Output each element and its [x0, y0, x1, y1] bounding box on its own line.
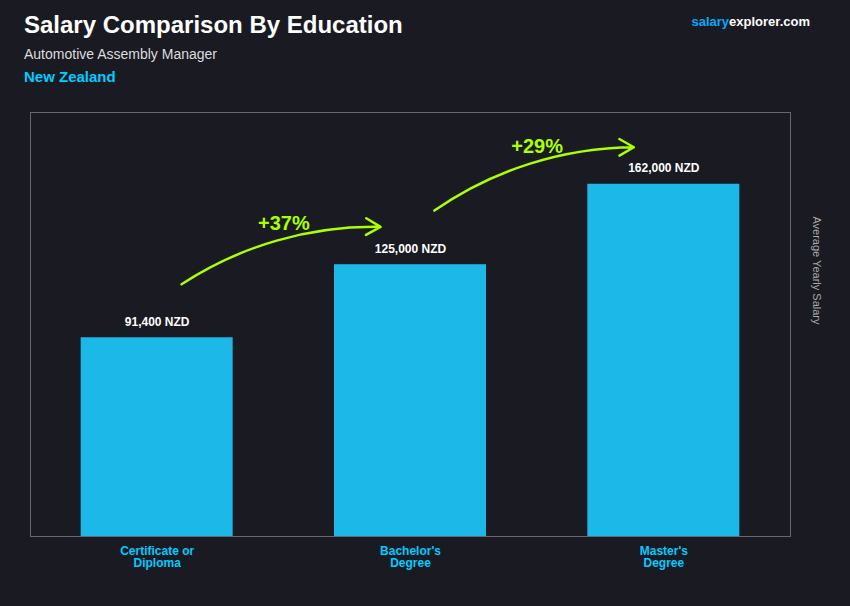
- html-text:salary explorer.com: salary explorer.com: [691, 14, 810, 29]
- svg-text:Certificate orDiploma: Certificate orDiploma: [120, 544, 194, 570]
- svg-text:+37%: +37%: [258, 212, 310, 234]
- svg-text:Bachelor'sDegree: Bachelor'sDegree: [380, 544, 441, 570]
- svg-text:125,000 NZD: 125,000 NZD: [375, 242, 447, 256]
- svg-text:91,400 NZD: 91,400 NZD: [125, 315, 190, 329]
- html-text:Salary Comparison By Education: Salary Comparison By Education: [24, 11, 403, 38]
- html-text:New Zealand: New Zealand: [24, 68, 116, 85]
- svg-text:Master'sDegree: Master'sDegree: [640, 544, 689, 570]
- svg-text:+29%: +29%: [511, 135, 563, 157]
- svg-text:Average Yearly Salary: Average Yearly Salary: [811, 216, 823, 325]
- html-text:Automotive Assembly Manager: Automotive Assembly Manager: [24, 46, 217, 62]
- svg-text:162,000 NZD: 162,000 NZD: [628, 161, 700, 175]
